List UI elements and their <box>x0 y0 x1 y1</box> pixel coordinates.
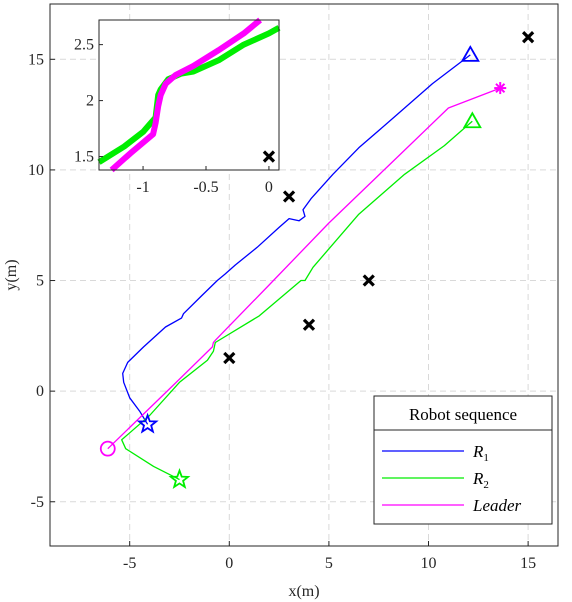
obstacle-marker-2 <box>302 318 316 331</box>
inset-plot-frame <box>98 19 280 171</box>
main-plot-frame <box>49 3 559 547</box>
y-tick-label-10: 10 <box>28 162 44 179</box>
legend-box <box>373 395 553 525</box>
x-tick-label-10: 10 <box>421 555 437 572</box>
inset-obstacle-marker-0-stroke-b <box>262 150 276 163</box>
series-line-leader <box>107 87 501 450</box>
y-tick-label-15: 15 <box>28 51 44 68</box>
y-tick-label-0: 0 <box>36 383 44 400</box>
legend-subscript-r2: 2 <box>483 479 489 491</box>
main-obstacles <box>223 31 535 365</box>
x-tick-label-0: 0 <box>225 555 233 572</box>
y-tick-label--5: -5 <box>31 494 44 511</box>
obstacle-marker-3 <box>362 274 375 287</box>
inset-ticks: -1 -0.5 0 1.5 2 2.5 <box>74 37 273 196</box>
y-axis-label: y(m) <box>3 259 20 290</box>
legend-title: Robot sequence <box>409 405 517 424</box>
x-axis-label: x(m) <box>288 583 319 600</box>
end-marker-leader-ray <box>495 83 506 94</box>
x-tick-label-15: 15 <box>520 555 536 572</box>
series-line-r2 <box>121 120 473 481</box>
obstacle-marker-0-stroke-b <box>223 351 236 365</box>
start-marker-r2 <box>168 467 191 489</box>
x-tick-label-5: 5 <box>325 555 333 572</box>
main-series <box>107 54 501 481</box>
inset-x-tick-label-1: -0.5 <box>193 179 218 196</box>
inset-y-tick-label-2: 2.5 <box>74 37 94 54</box>
legend-subscript-r1: 1 <box>483 452 489 464</box>
obstacle-marker-1 <box>282 190 296 203</box>
inset-x-tick-label-2: 0 <box>265 179 273 196</box>
start-marker-leader <box>99 440 116 457</box>
inset-y-tick-label-1: 2 <box>86 93 94 110</box>
y-tick-label-5: 5 <box>36 273 44 290</box>
end-marker-r2 <box>462 111 482 129</box>
obstacle-marker-0 <box>223 351 236 365</box>
obstacle-marker-3-stroke-b <box>362 274 375 287</box>
inset-series-line-leader <box>109 17 263 173</box>
inset-obstacle-marker-0 <box>262 150 276 163</box>
end-marker-r1 <box>460 45 480 62</box>
inset-x-tick-label-0: -1 <box>136 179 149 196</box>
x-tick-label--5: -5 <box>123 555 136 572</box>
inset-y-tick-label-0: 1.5 <box>74 149 94 166</box>
inset-axes: -1 -0.5 0 1.5 2 2.5 <box>74 17 281 196</box>
legend-label-leader: Leader <box>472 496 522 515</box>
end-marker-leader <box>494 82 507 95</box>
series-line-r1 <box>122 54 471 425</box>
legend-item-leader: Leader <box>382 496 522 515</box>
inset-obstacles <box>262 150 276 163</box>
inset-series <box>97 17 281 173</box>
obstacle-marker-1-stroke-b <box>282 190 296 203</box>
start-marker-r1 <box>136 412 159 434</box>
obstacle-marker-4 <box>521 31 535 44</box>
main-markers <box>99 45 507 489</box>
obstacle-marker-2-stroke-b <box>302 318 316 331</box>
obstacle-marker-4-stroke-b <box>521 31 535 44</box>
